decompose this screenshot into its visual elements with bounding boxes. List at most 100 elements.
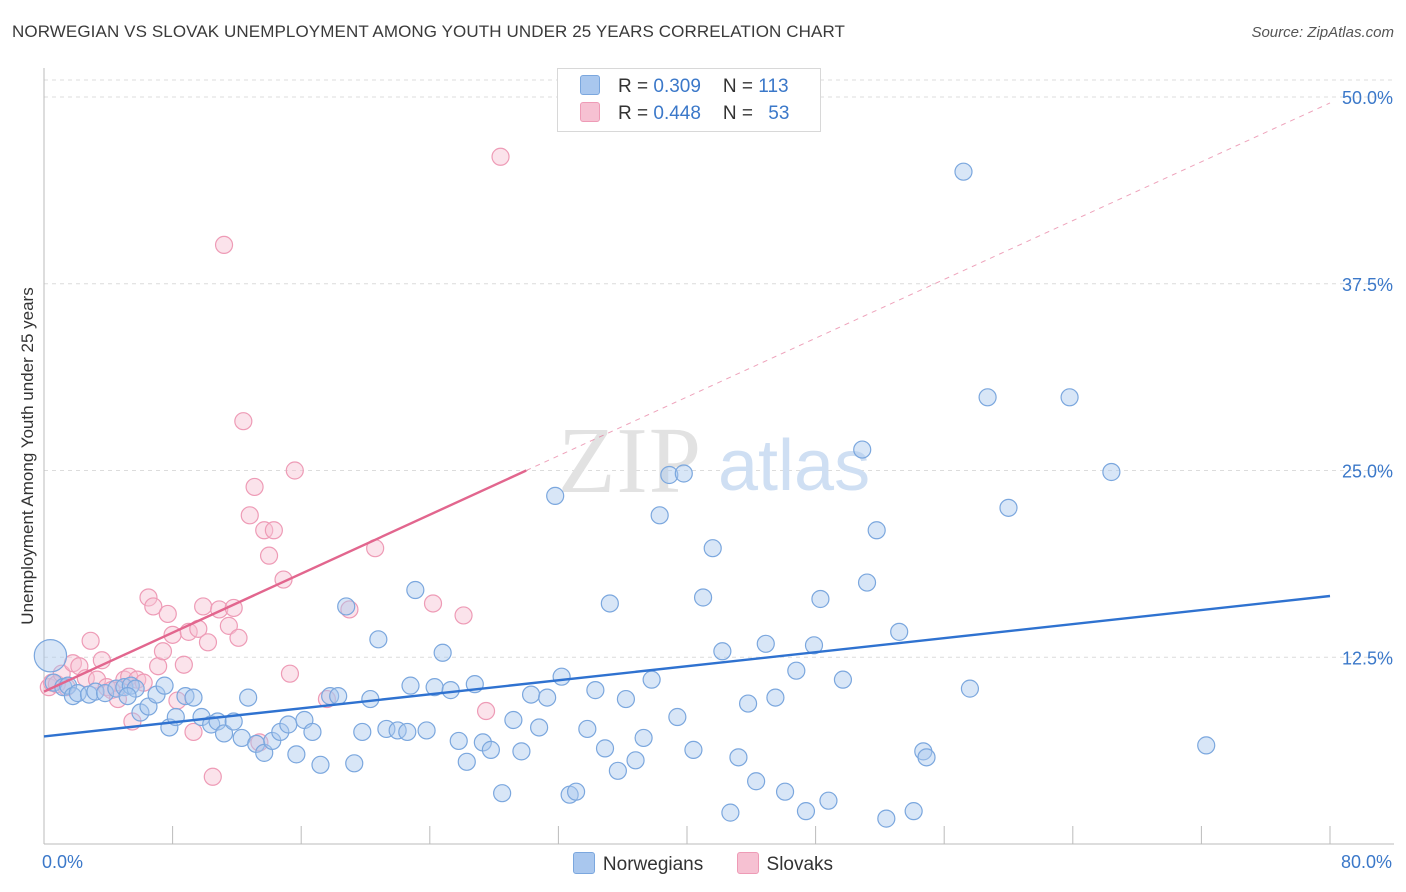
norwegian-point	[86, 682, 105, 701]
norwegian-point	[660, 465, 679, 485]
slovak-point	[144, 597, 163, 616]
slovak-point	[184, 722, 203, 742]
legend-row-norwegians: R = 0.309 N = 113	[580, 75, 789, 99]
slovak-point	[240, 506, 259, 525]
norwegian-point	[345, 754, 364, 773]
legend-item-norwegians: Norwegians	[572, 852, 704, 876]
slovak-point	[229, 628, 248, 647]
norwegian-point	[811, 589, 830, 609]
axes	[43, 68, 1394, 845]
norwegian-point	[398, 722, 417, 742]
norwegian-point	[279, 715, 298, 734]
y-tick-label: 37.5%	[1342, 275, 1393, 295]
series-legend: Norwegians Slovaks	[0, 852, 1406, 876]
norwegians-swatch	[580, 75, 600, 95]
norwegian-point	[441, 681, 460, 700]
y-tick-label: 25.0%	[1342, 462, 1393, 482]
slovak-point	[153, 642, 173, 661]
norwegian-point	[729, 748, 748, 767]
n-label: N =	[722, 103, 759, 124]
norwegian-point	[595, 739, 615, 758]
norwegian-point	[33, 639, 68, 673]
slovak-point	[81, 631, 100, 650]
x-tick-label-max: 80.0%	[1340, 852, 1392, 872]
norwegian-point	[650, 506, 669, 525]
norwegian-point	[703, 539, 722, 558]
slovak-point	[423, 594, 443, 613]
norwegian-point	[626, 751, 645, 770]
slovak-trend-line	[43, 469, 527, 693]
norwegian-point	[978, 388, 997, 407]
watermark-atlas: atlas	[718, 426, 870, 506]
slovak-point	[259, 546, 279, 565]
norwegian-point	[857, 573, 877, 592]
norwegian-point	[287, 745, 306, 764]
legend-label-norwegians: Norwegians	[602, 854, 704, 875]
slovak-point	[317, 689, 337, 709]
norwegian-point	[155, 676, 174, 695]
slovaks-swatch	[736, 852, 759, 874]
norwegian-point	[369, 630, 388, 649]
norwegian-point	[890, 622, 909, 641]
norwegian-point	[616, 689, 636, 709]
slovak-point	[219, 616, 238, 635]
norwegian-point	[417, 721, 436, 740]
norwegian-trend-line	[43, 594, 1331, 738]
r-value: 0.309	[653, 76, 701, 97]
norwegian-point	[833, 670, 853, 689]
slovak-point	[214, 235, 234, 255]
norwegian-point	[684, 740, 703, 759]
norwegian-point	[401, 676, 420, 695]
norwegian-point	[303, 722, 322, 742]
norwegian-point	[406, 580, 425, 600]
slovak-point	[194, 597, 213, 616]
norwegian-point	[388, 721, 407, 740]
slovak-point	[158, 604, 177, 624]
norwegian-point	[775, 782, 795, 801]
norwegian-point	[766, 688, 785, 707]
norwegian-point	[954, 162, 973, 181]
x-tick-label-min: 0.0%	[42, 852, 84, 872]
norwegians-swatch	[572, 852, 595, 874]
norwegian-point	[867, 521, 886, 540]
norwegian-point	[493, 784, 512, 803]
norwegian-point	[756, 634, 775, 653]
norwegian-point	[578, 719, 597, 739]
slovak-point	[285, 461, 304, 480]
norwegian-point	[118, 686, 137, 706]
slovaks-swatch	[580, 102, 600, 122]
norwegian-point	[877, 809, 896, 828]
norwegian-point	[853, 440, 872, 459]
norwegian-point	[538, 688, 557, 707]
r-label: R =	[618, 76, 654, 97]
norwegian-point	[512, 742, 531, 761]
slovak-point	[255, 521, 274, 540]
norwegian-point	[504, 710, 523, 730]
norwegian-point	[121, 676, 140, 695]
chart-title: NORWEGIAN VS SLOVAK UNEMPLOYMENT AMONG Y…	[12, 22, 845, 41]
slovak-point	[139, 588, 158, 607]
norwegian-point	[674, 464, 693, 483]
slovak-point	[245, 477, 264, 497]
norwegian-point	[95, 684, 115, 703]
y-tick-labels: 12.5% 25.0% 37.5% 50.0%	[1342, 88, 1393, 668]
data-points	[33, 147, 1216, 828]
norwegian-point	[329, 686, 348, 706]
n-label: N =	[722, 76, 759, 97]
n-value: 113	[758, 76, 789, 97]
legend-label-slovaks: Slovaks	[766, 854, 834, 875]
norwegian-point	[917, 748, 936, 767]
norwegian-point	[481, 740, 500, 759]
norwegian-point	[214, 724, 234, 743]
correlation-legend: R = 0.309 N = 113 R = 0.448 N = 53	[557, 68, 821, 132]
legend-item-slovaks: Slovaks	[736, 852, 834, 876]
slovak-point	[97, 678, 116, 697]
n-value: 53	[768, 103, 790, 124]
norwegian-point	[184, 688, 203, 707]
norwegian-point	[337, 597, 356, 616]
norwegian-point	[566, 782, 586, 801]
norwegian-point	[552, 667, 571, 686]
norwegian-point	[787, 661, 806, 680]
norwegian-point	[668, 707, 687, 727]
